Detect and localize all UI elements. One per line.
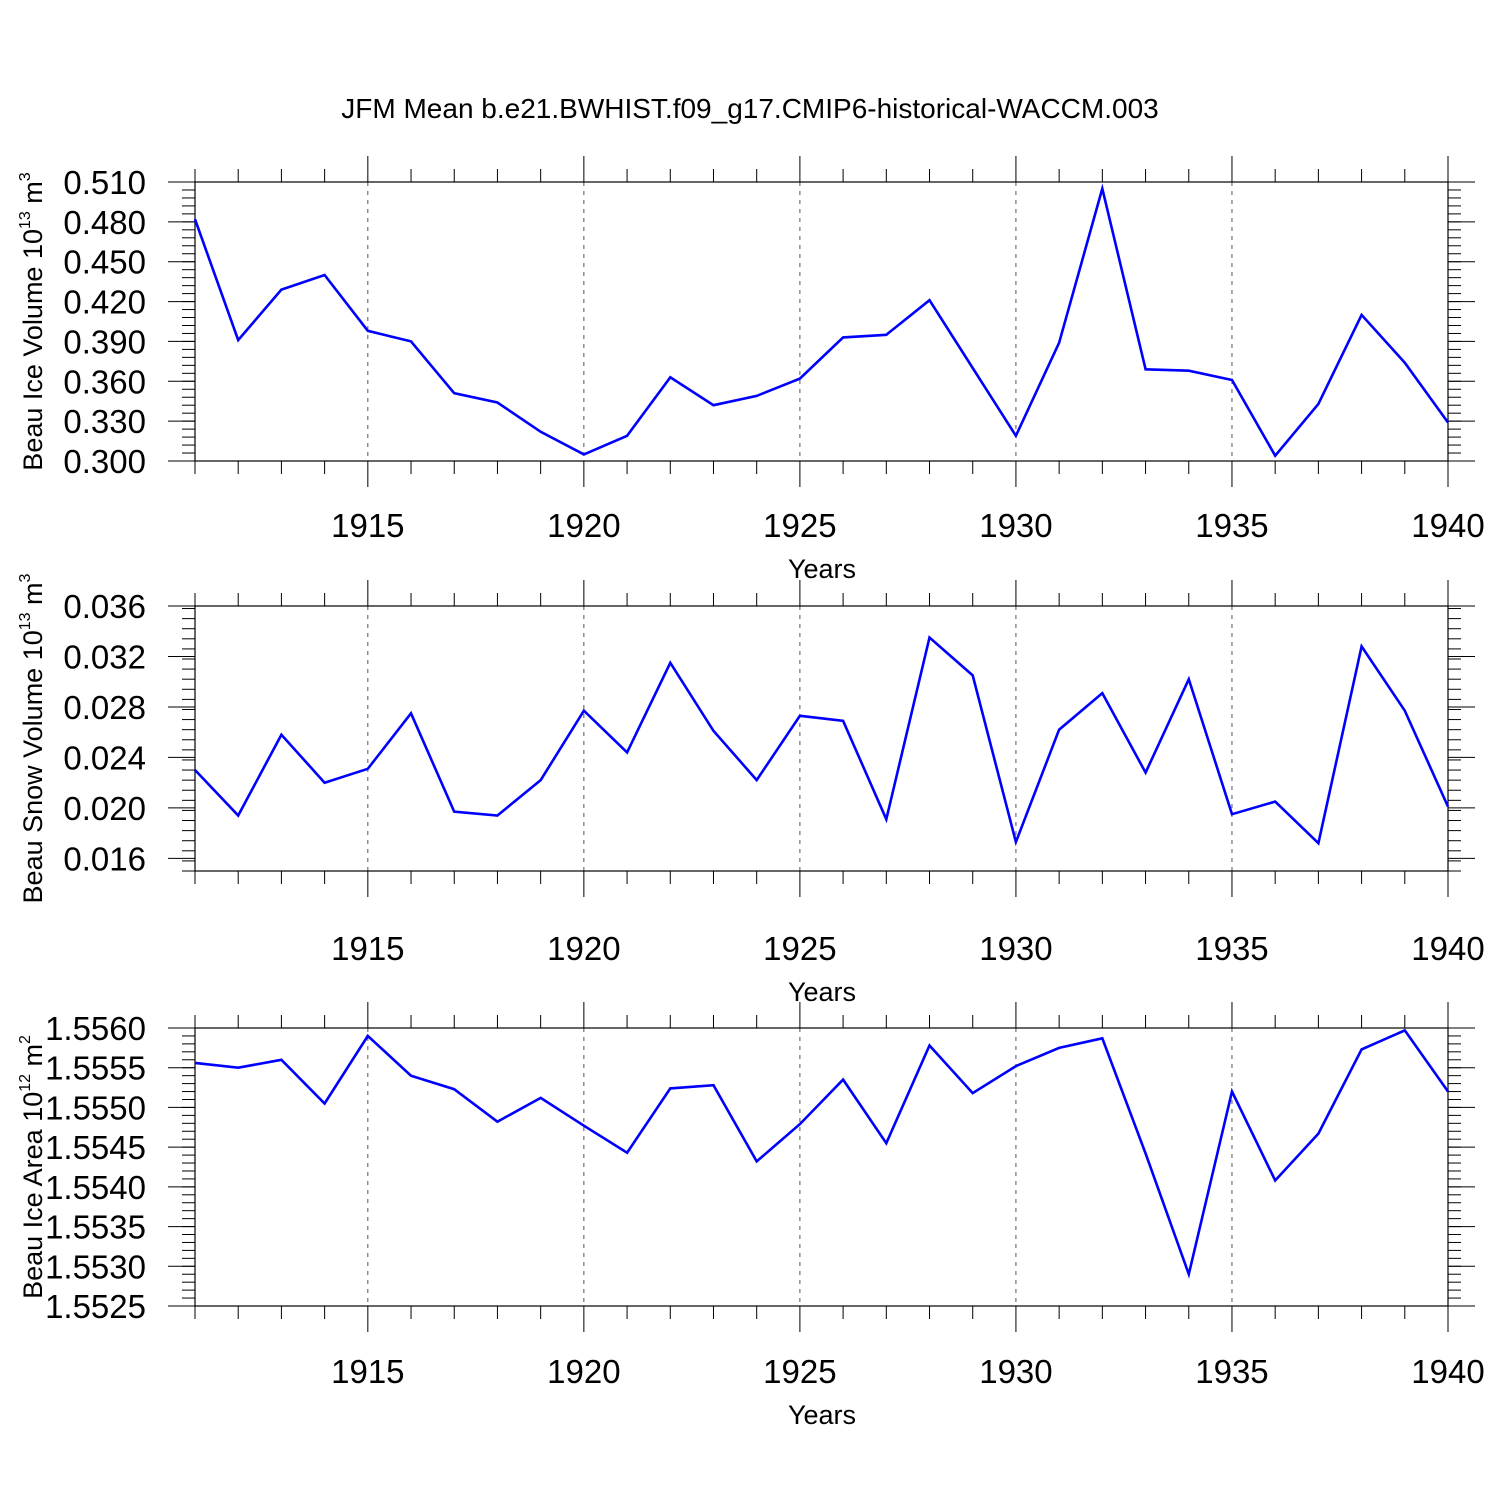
y-tick-label: 1.5555: [45, 1050, 146, 1087]
chart-panel-2: 0.016 0.020 0.024 0.028 0.032 0.036 1915 1920 19…: [17, 573, 1485, 1007]
y-tick-label: 0.420: [63, 284, 146, 321]
y-tick-label: 1.5530: [45, 1248, 146, 1285]
x-tick-label: 1915: [331, 1353, 404, 1390]
x-tick-label: 1925: [763, 930, 836, 967]
x-tick-label: 1935: [1195, 507, 1268, 544]
series-line: [194, 635, 1450, 847]
series-line: [194, 1028, 1450, 1279]
y-tick-label: 0.330: [63, 403, 146, 440]
x-tick-label: 1940: [1411, 507, 1484, 544]
y-tick-label: 0.016: [63, 840, 146, 877]
plot-frame: [194, 1027, 1449, 1307]
x-tick-label: 1935: [1195, 1353, 1268, 1390]
x-axis-title: Years: [788, 977, 856, 1007]
y-tick-label: 1.5540: [45, 1169, 146, 1206]
y-tick-label: 0.510: [63, 164, 146, 201]
y-tick-label: 0.036: [63, 588, 146, 625]
x-axis-title: Years: [788, 1400, 856, 1430]
x-tick-label: 1940: [1411, 1353, 1484, 1390]
x-tick-label: 1915: [331, 930, 404, 967]
x-tick-label: 1940: [1411, 930, 1484, 967]
y-tick-label: 1.5560: [45, 1010, 146, 1047]
chart-panel-3: 1.55251.55301.55351.55401.55451.55501.55…: [17, 1002, 1485, 1430]
x-tick-label: 1920: [547, 1353, 620, 1390]
x-tick-label: 1935: [1195, 930, 1268, 967]
y-tick-label: 0.390: [63, 323, 146, 360]
y-axis-title: Beau Snow Volume 1013 m3: [17, 573, 48, 903]
x-tick-label: 1925: [763, 507, 836, 544]
y-tick-label: 0.028: [63, 689, 146, 726]
x-tick-label: 1920: [547, 930, 620, 967]
y-tick-label: 1.5525: [45, 1288, 146, 1325]
x-tick-label: 1930: [979, 507, 1052, 544]
y-tick-label: 1.5545: [45, 1129, 146, 1166]
y-tick-label: 0.480: [63, 204, 146, 241]
y-tick-label: 0.032: [63, 638, 146, 675]
y-axis-title: Beau Ice Area 1012 m2: [17, 1035, 48, 1299]
y-tick-label: 0.360: [63, 363, 146, 400]
x-tick-label: 1930: [979, 930, 1052, 967]
y-tick-label: 0.300: [63, 443, 146, 480]
x-tick-label: 1930: [979, 1353, 1052, 1390]
chart-panels: 0.3000.3300.3600.3900.4200.4500.4800.510…: [17, 156, 1485, 1430]
x-tick-label: 1920: [547, 507, 620, 544]
chart-title: JFM Mean b.e21.BWHIST.f09_g17.CMIP6-hist…: [341, 93, 1158, 124]
y-axis-title: Beau Ice Volume 1013 m3: [17, 172, 48, 470]
plot-frame: [194, 605, 1449, 872]
y-tick-label: 0.020: [63, 790, 146, 827]
plot-frame: [194, 181, 1449, 462]
x-tick-label: 1925: [763, 1353, 836, 1390]
x-tick-label: 1915: [331, 507, 404, 544]
chart-panel-1: 0.3000.3300.3600.3900.4200.4500.4800.510…: [17, 156, 1485, 584]
y-tick-label: 0.024: [63, 739, 146, 776]
y-tick-label: 1.5550: [45, 1089, 146, 1126]
x-axis-title: Years: [788, 554, 856, 584]
y-tick-label: 1.5535: [45, 1209, 146, 1246]
y-tick-label: 0.450: [63, 244, 146, 281]
series-line: [193, 183, 1450, 458]
